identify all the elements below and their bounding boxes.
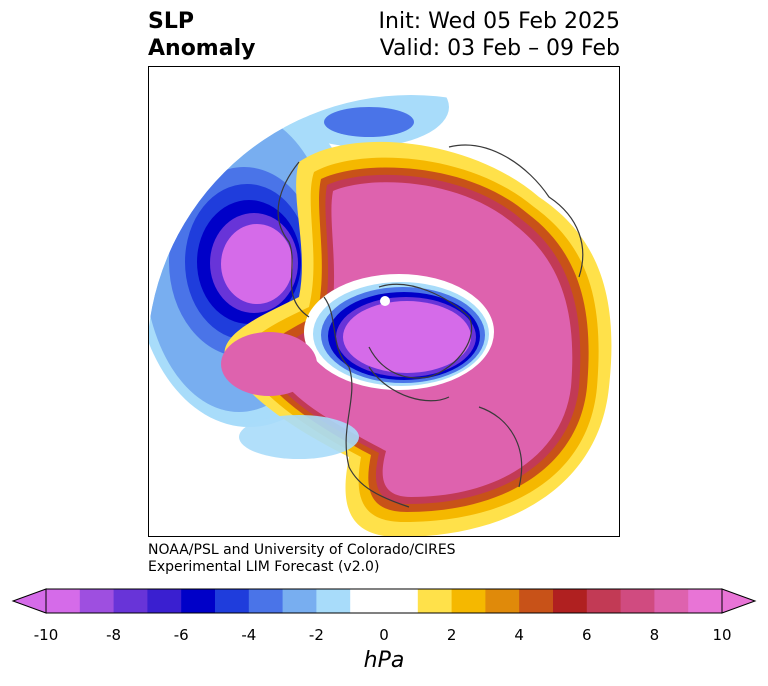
- variable-title-line2: Anomaly: [148, 36, 256, 61]
- anomaly-map: [148, 66, 620, 537]
- colorbar-cell: [417, 589, 453, 613]
- colorbar-cell: [316, 589, 351, 613]
- colorbar-cell: [620, 589, 655, 613]
- colorbar-tick-label: -10: [33, 626, 59, 644]
- colorbar-cell: [451, 589, 486, 613]
- credit-line2: Experimental LIM Forecast (v2.0): [148, 559, 380, 575]
- colorbar-cell: [215, 589, 250, 613]
- credit-line1: NOAA/PSL and University of Colorado/CIRE…: [148, 542, 456, 558]
- credit-text: NOAA/PSL and University of Colorado/CIRE…: [148, 542, 456, 576]
- colorbar-tick-label: -6: [173, 626, 189, 644]
- colorbar-cell: [248, 589, 284, 613]
- colorbar-cell: [350, 589, 385, 613]
- anomaly-shading: [149, 95, 619, 536]
- colorbar-tick-label: 0: [379, 626, 389, 644]
- colorbar-cell: [282, 589, 317, 613]
- forecast-dates: Init: Wed 05 Feb 2025 Valid: 03 Feb – 09…: [379, 8, 620, 62]
- map-field: [149, 95, 619, 536]
- colorbar-cell: [384, 589, 419, 613]
- colorbar-cell: [553, 589, 588, 613]
- colorbar: [11, 588, 757, 614]
- colorbar-tick-label: -8: [106, 626, 122, 644]
- colorbar-ticks: -10 -8 -6 -4 -2 0 2 4 6 8 10: [0, 626, 768, 646]
- init-date: Init: Wed 05 Feb 2025: [378, 9, 620, 34]
- colorbar-cell: [181, 589, 216, 613]
- colorbar-tick-label: 10: [712, 626, 732, 644]
- coastlines: [277, 144, 584, 508]
- colorbar-high-extension: [721, 588, 757, 614]
- colorbar-tick-label: -2: [308, 626, 324, 644]
- valid-range: Valid: 03 Feb – 09 Feb: [379, 36, 620, 61]
- colorbar-tick-label: 4: [514, 626, 524, 644]
- colorbar-cell: [586, 589, 622, 613]
- colorbar-cell: [79, 589, 115, 613]
- colorbar-cells: [46, 589, 723, 613]
- colorbar-cell: [688, 589, 723, 613]
- colorbar-cell: [147, 589, 182, 613]
- colorbar-tick-label: 8: [649, 626, 660, 644]
- colorbar-tick-label: 6: [582, 626, 592, 644]
- colorbar-unit: hPa: [363, 648, 405, 673]
- colorbar-tick-label: -4: [241, 626, 257, 644]
- colorbar-outline: [45, 588, 723, 614]
- colorbar-cell: [654, 589, 689, 613]
- colorbar-cell: [485, 589, 520, 613]
- colorbar-cell: [46, 589, 81, 613]
- colorbar-low-extension: [11, 588, 47, 614]
- variable-title: SLP Anomaly: [148, 8, 255, 62]
- colorbar-cell: [519, 589, 554, 613]
- colorbar-cell: [113, 589, 148, 613]
- variable-title-line1: SLP: [148, 9, 194, 34]
- colorbar-tick-label: 2: [446, 626, 457, 644]
